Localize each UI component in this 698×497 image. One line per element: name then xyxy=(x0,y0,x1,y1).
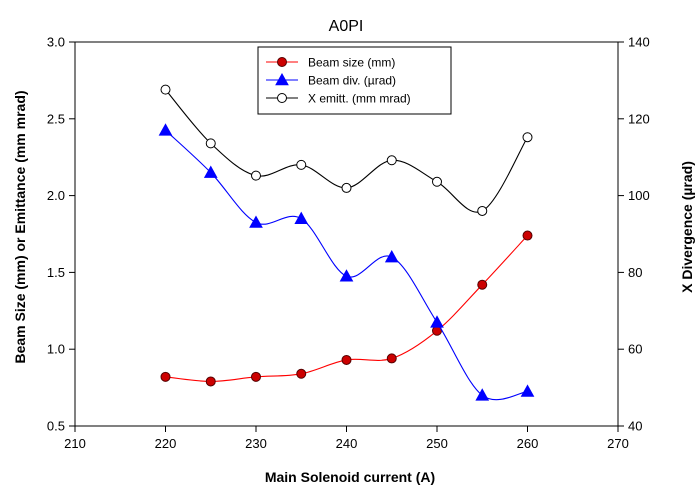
y-tick-label: 0.5 xyxy=(47,419,65,434)
series-3-point xyxy=(205,138,216,149)
legend-label: Beam div. (µrad) xyxy=(308,74,396,88)
series-3-point xyxy=(522,132,533,143)
series-3-point xyxy=(341,182,352,193)
legend-label: Beam size (mm) xyxy=(308,56,395,70)
series-1-point xyxy=(341,354,352,365)
x-tick-label: 230 xyxy=(245,436,267,451)
series-3-point xyxy=(477,205,488,216)
y-tick-label: 1.5 xyxy=(47,265,65,280)
y2-tick-label: 40 xyxy=(628,419,642,434)
y-tick-label: 2.0 xyxy=(47,188,65,203)
series-3-point xyxy=(251,170,261,181)
x-tick-label: 260 xyxy=(517,436,539,451)
legend-label: X emitt. (mm mrad) xyxy=(308,92,411,106)
y2-tick-label: 80 xyxy=(628,265,642,280)
x-tick-label: 210 xyxy=(64,436,86,451)
series-2-point xyxy=(520,384,535,397)
series-2-point xyxy=(158,123,173,136)
series-2-point xyxy=(294,211,309,224)
x-tick-label: 240 xyxy=(336,436,358,451)
y-axis-title: Beam Size (mm) or Emittance (mm mrad) xyxy=(12,90,28,363)
series-2-point xyxy=(475,388,490,401)
series-1-point xyxy=(251,371,261,382)
y2-tick-label: 120 xyxy=(628,111,650,126)
y2-tick-label: 100 xyxy=(628,188,650,203)
series-3-point xyxy=(296,159,307,170)
legend-marker xyxy=(277,57,287,67)
series-1-point xyxy=(386,353,397,364)
y2-tick-label: 60 xyxy=(628,342,642,357)
y-tick-label: 1.0 xyxy=(47,342,65,357)
series-2-point xyxy=(384,250,399,263)
series-3-point xyxy=(386,155,397,166)
series-1-point xyxy=(477,279,488,290)
legend-marker xyxy=(277,93,287,103)
series-2-point xyxy=(249,215,263,228)
series-3-point xyxy=(160,84,171,95)
series-2-point xyxy=(203,165,218,178)
y-tick-label: 3.0 xyxy=(47,35,65,50)
series-3-point xyxy=(432,176,442,187)
legend-marker xyxy=(275,72,289,86)
y2-tick-label: 140 xyxy=(628,35,650,50)
series-2-point xyxy=(339,269,354,282)
x-axis-title: Main Solenoid current (A) xyxy=(265,469,435,485)
series-1-point xyxy=(522,230,533,241)
series-1-point xyxy=(296,368,307,379)
x-tick-label: 270 xyxy=(607,436,629,451)
y-tick-label: 2.5 xyxy=(47,111,65,126)
series-1-point xyxy=(205,376,216,387)
series-2-point xyxy=(430,315,444,328)
x-tick-label: 250 xyxy=(426,436,448,451)
chart-title: A0PI xyxy=(329,18,364,35)
x-tick-label: 220 xyxy=(155,436,177,451)
series-1-point xyxy=(160,371,171,382)
y2-axis-title: X Divergence (µrad) xyxy=(679,161,695,293)
